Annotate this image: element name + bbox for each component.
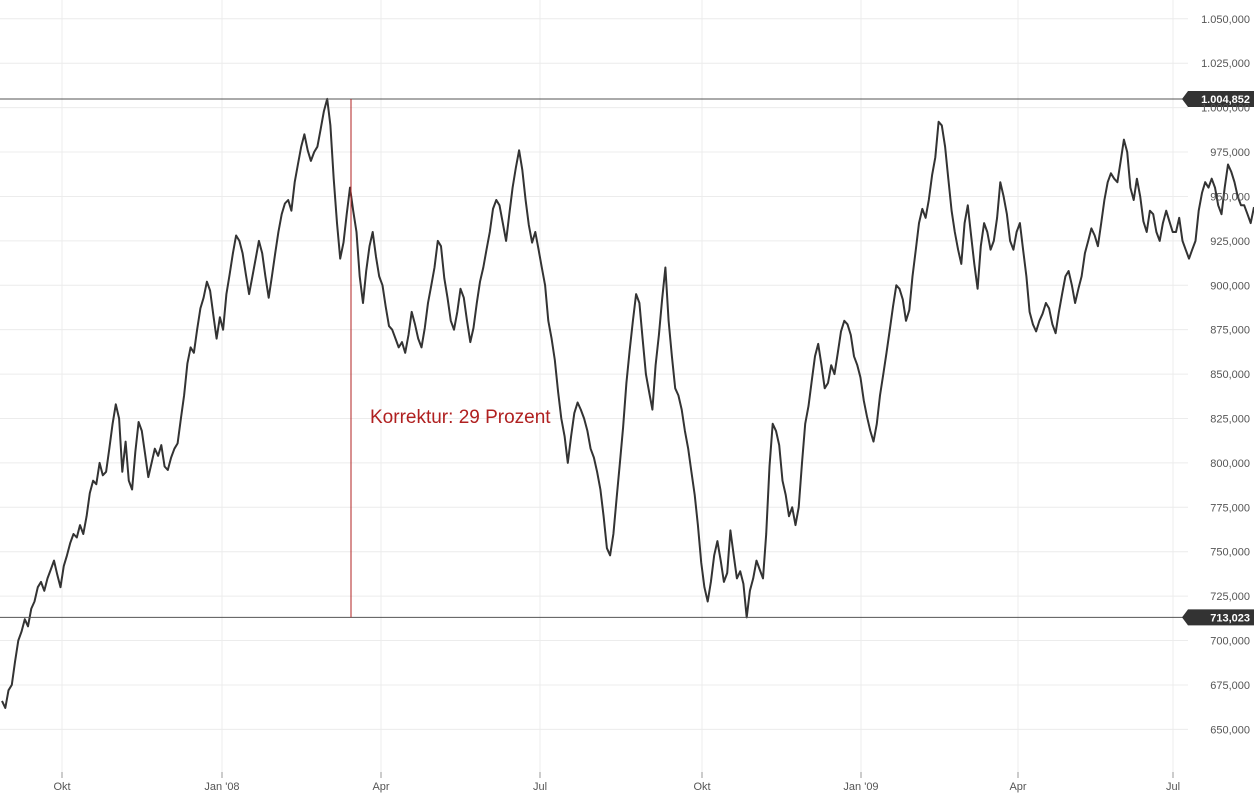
annotation-layer: Korrektur: 29 Prozent bbox=[350, 99, 551, 618]
reference-value-tag bbox=[1182, 609, 1254, 626]
gridlines bbox=[0, 0, 1188, 778]
y-tick-label: 750,000 bbox=[1210, 547, 1250, 559]
x-tick-label: Jan '08 bbox=[204, 781, 239, 793]
price-series-line bbox=[1, 97, 1254, 709]
reference-lines: 1.004,852 713,023 bbox=[0, 91, 1254, 626]
y-tick-label: 800,000 bbox=[1210, 458, 1250, 470]
axis-labels: 650,000 675,000 700,000 725,000 750,000 775,0… bbox=[53, 14, 1250, 793]
y-tick-label: 1.025,000 bbox=[1201, 58, 1250, 70]
x-tick-label: Okt bbox=[53, 781, 70, 793]
correction-annotation: Korrektur: 29 Prozent bbox=[370, 407, 551, 428]
y-tick-label: 950,000 bbox=[1210, 191, 1250, 203]
reference-value-tag bbox=[1182, 91, 1254, 108]
reference-value-label: 1.004,852 bbox=[1201, 94, 1250, 106]
x-tick-label: Jul bbox=[1166, 781, 1180, 793]
y-tick-label: 1.050,000 bbox=[1201, 14, 1250, 26]
y-tick-label: 650,000 bbox=[1210, 724, 1250, 736]
y-tick-label: 850,000 bbox=[1210, 369, 1250, 381]
reference-value-label: 713,023 bbox=[1210, 612, 1250, 624]
y-tick-label: 675,000 bbox=[1210, 680, 1250, 692]
y-tick-label: 875,000 bbox=[1210, 325, 1250, 337]
x-tick-label: Jan '09 bbox=[843, 781, 878, 793]
y-tick-label: 700,000 bbox=[1210, 636, 1250, 648]
y-tick-label: 825,000 bbox=[1210, 413, 1250, 425]
x-tick-label: Jul bbox=[533, 781, 547, 793]
y-tick-label: 775,000 bbox=[1210, 502, 1250, 514]
x-tick-label: Okt bbox=[693, 781, 710, 793]
series-layer bbox=[1, 97, 1254, 709]
y-tick-label: 725,000 bbox=[1210, 591, 1250, 603]
y-tick-label: 925,000 bbox=[1210, 236, 1250, 248]
y-tick-label: 1.000,000 bbox=[1201, 103, 1250, 115]
x-tick-label: Apr bbox=[372, 781, 389, 793]
x-tick-label: Apr bbox=[1009, 781, 1026, 793]
y-tick-label: 975,000 bbox=[1210, 147, 1250, 159]
y-tick-label: 900,000 bbox=[1210, 280, 1250, 292]
